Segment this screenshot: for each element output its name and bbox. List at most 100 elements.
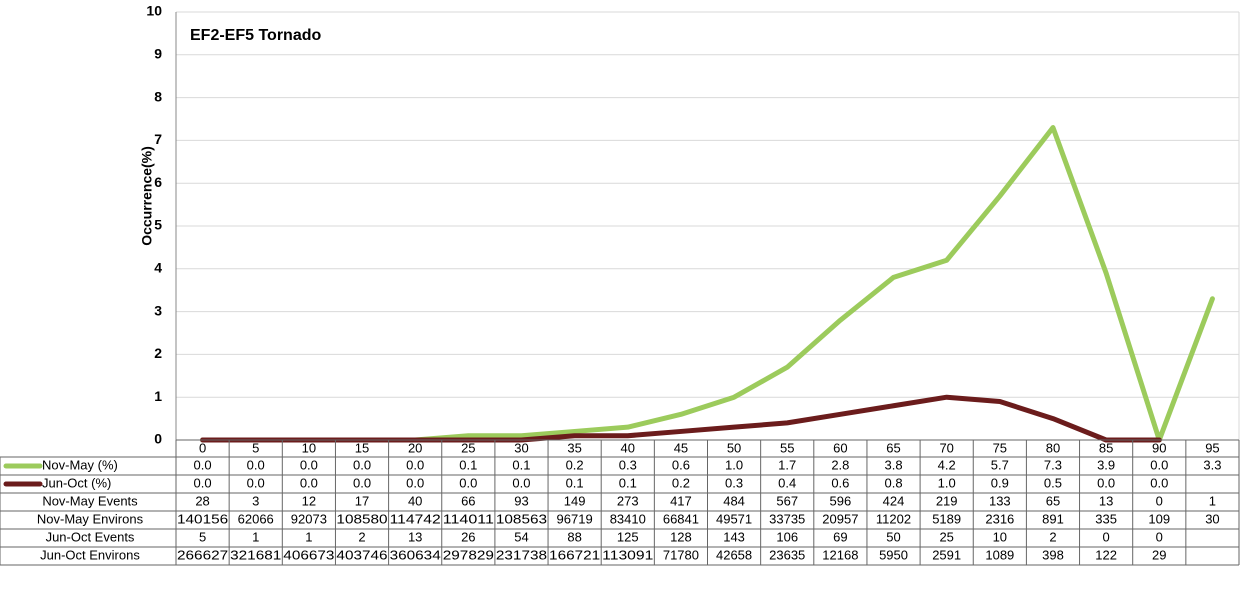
table-cell: 5950 [879, 547, 908, 562]
table-cell: 66 [461, 493, 475, 508]
table-cell: 149 [564, 493, 586, 508]
table-cell: 66841 [663, 511, 699, 526]
data-label: 3.8 [884, 457, 902, 472]
table-cell: 65 [1046, 493, 1060, 508]
row-label: Jun-Oct Environs [40, 547, 140, 562]
data-label: 0.0 [353, 475, 371, 490]
x-tick-label: 10 [302, 440, 316, 455]
table-cell: 40 [408, 493, 422, 508]
data-label: 0.0 [1097, 475, 1115, 490]
table-cell: 403746 [336, 547, 387, 562]
table-cell: 5189 [932, 511, 961, 526]
table-cell: 12168 [822, 547, 858, 562]
table-cell: 166721 [549, 547, 600, 562]
table-cell: 417 [670, 493, 692, 508]
line-series [200, 394, 1162, 443]
data-label: 0.5 [1044, 475, 1062, 490]
data-label: 3.9 [1097, 457, 1115, 472]
x-tick-label: 50 [727, 440, 741, 455]
table-cell: 17 [355, 493, 369, 508]
row-label: Jun-Oct Events [46, 529, 135, 544]
table-cell: 49571 [716, 511, 752, 526]
data-label: 0.0 [406, 457, 424, 472]
table-cell: 140156 [177, 511, 228, 526]
table-cell: 567 [776, 493, 798, 508]
data-label: 0.1 [566, 475, 584, 490]
y-tick-label: 4 [154, 260, 162, 276]
x-tick-label: 40 [621, 440, 635, 455]
data-label: 0.9 [991, 475, 1009, 490]
data-label: 0.0 [1150, 457, 1168, 472]
data-label: 0.0 [300, 475, 318, 490]
table-cell: 28 [195, 493, 209, 508]
data-label: 0.8 [884, 475, 902, 490]
legend-label: Nov-May (%) [42, 457, 118, 472]
x-tick-label: 65 [886, 440, 900, 455]
table-cell: 25 [939, 529, 953, 544]
table-cell: 1089 [985, 547, 1014, 562]
table-cell: 0 [1103, 529, 1110, 544]
data-label: 0.0 [300, 457, 318, 472]
line-series [200, 125, 1215, 443]
table-cell: 13 [1099, 493, 1113, 508]
table-cell: 50 [886, 529, 900, 544]
table-cell: 297829 [443, 547, 494, 562]
data-label: 2.8 [831, 457, 849, 472]
table-cell: 113091 [602, 547, 653, 562]
table-cell: 266627 [177, 547, 228, 562]
table-cell: 42658 [716, 547, 752, 562]
data-label: 0.0 [353, 457, 371, 472]
table-cell: 3 [252, 493, 259, 508]
table-cell: 2316 [985, 511, 1014, 526]
table-cell: 891 [1042, 511, 1064, 526]
table-cell: 33735 [769, 511, 805, 526]
x-tick-label: 70 [939, 440, 953, 455]
x-tick-label: 55 [780, 440, 794, 455]
table-cell: 128 [670, 529, 692, 544]
data-label: 0.6 [831, 475, 849, 490]
data-label: 0.0 [247, 457, 265, 472]
table-cell: 0 [1156, 529, 1163, 544]
y-tick-label: 10 [146, 3, 162, 19]
data-label: 0.1 [619, 475, 637, 490]
x-tick-label: 20 [408, 440, 422, 455]
data-label: 0.3 [725, 475, 743, 490]
data-label: 0.1 [512, 457, 530, 472]
y-tick-label: 8 [154, 88, 162, 104]
x-tick-label: 45 [674, 440, 688, 455]
table-cell: 106 [776, 529, 798, 544]
table-cell: 406673 [283, 547, 334, 562]
row-label: Nov-May Events [42, 493, 138, 508]
table-cell: 108563 [496, 511, 547, 526]
table-cell: 108580 [336, 511, 387, 526]
data-label: 1.7 [778, 457, 796, 472]
table-cell: 1 [305, 529, 312, 544]
data-label: 0.2 [672, 475, 690, 490]
data-label: 0.1 [459, 457, 477, 472]
data-label: 4.2 [938, 457, 956, 472]
table-cell: 13 [408, 529, 422, 544]
data-label: 0.0 [512, 475, 530, 490]
x-tick-label: 35 [567, 440, 581, 455]
table-cell: 219 [936, 493, 958, 508]
table-cell: 96719 [557, 511, 593, 526]
data-label: 0.2 [566, 457, 584, 472]
table-cell: 484 [723, 493, 745, 508]
data-label: 7.3 [1044, 457, 1062, 472]
table-cell: 11202 [876, 511, 911, 526]
table-cell: 143 [723, 529, 745, 544]
data-label: 0.0 [194, 457, 212, 472]
table-cell: 88 [567, 529, 581, 544]
x-tick-label: 15 [355, 440, 369, 455]
x-tick-label: 80 [1046, 440, 1060, 455]
x-tick-label: 85 [1099, 440, 1113, 455]
x-tick-label: 95 [1205, 440, 1219, 455]
y-tick-label: 9 [154, 46, 162, 62]
table-cell: 1 [252, 529, 259, 544]
data-label: 0.0 [459, 475, 477, 490]
data-label: 1.0 [725, 457, 743, 472]
legend-label: Jun-Oct (%) [42, 475, 111, 490]
table-cell: 71780 [663, 547, 699, 562]
table-cell: 109 [1148, 511, 1170, 526]
